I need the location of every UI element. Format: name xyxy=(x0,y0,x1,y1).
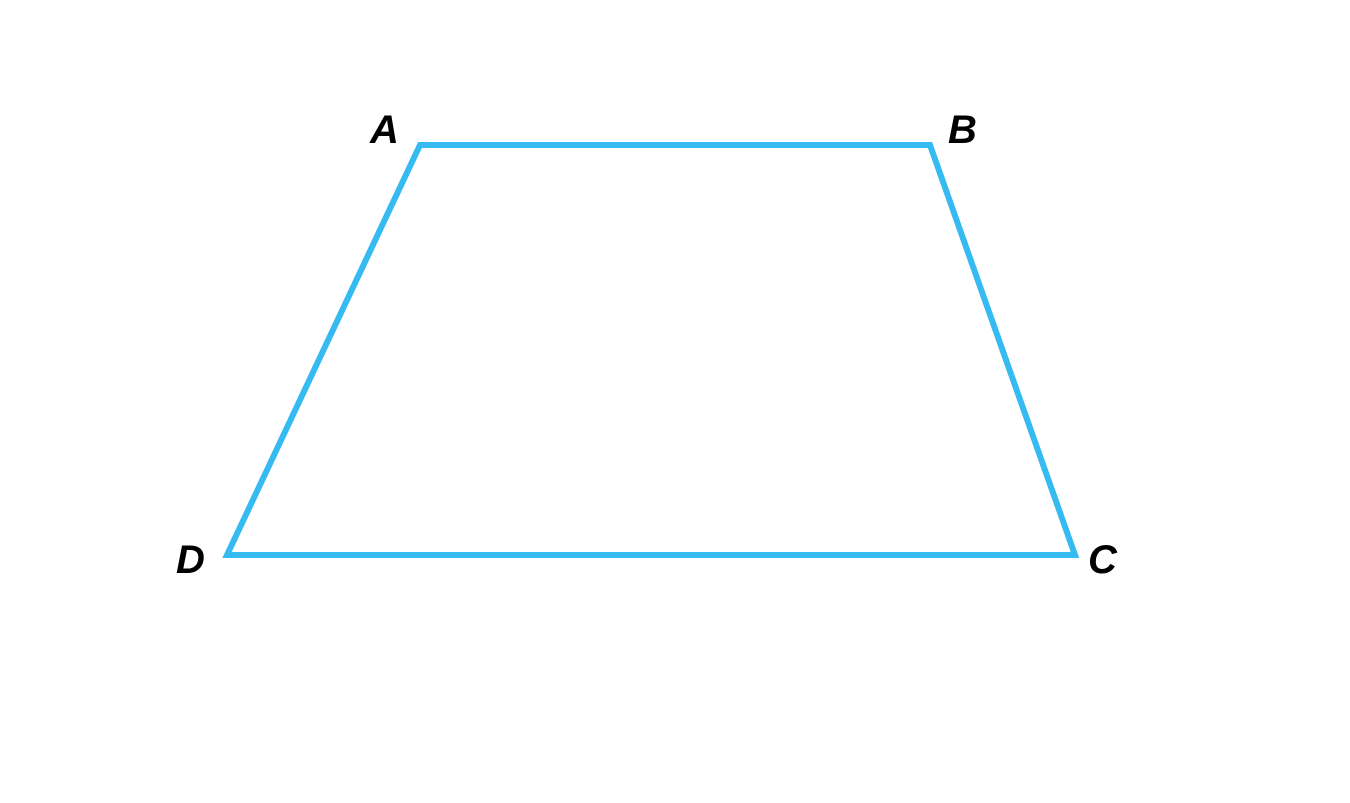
vertex-label-a: A xyxy=(370,108,399,153)
vertex-label-c: C xyxy=(1088,538,1117,583)
vertex-label-d: D xyxy=(176,538,205,583)
trapezoid-polygon xyxy=(227,145,1075,555)
vertex-label-b: B xyxy=(948,108,977,153)
trapezoid-shape xyxy=(0,0,1350,798)
trapezoid-diagram: A B C D xyxy=(0,0,1350,798)
